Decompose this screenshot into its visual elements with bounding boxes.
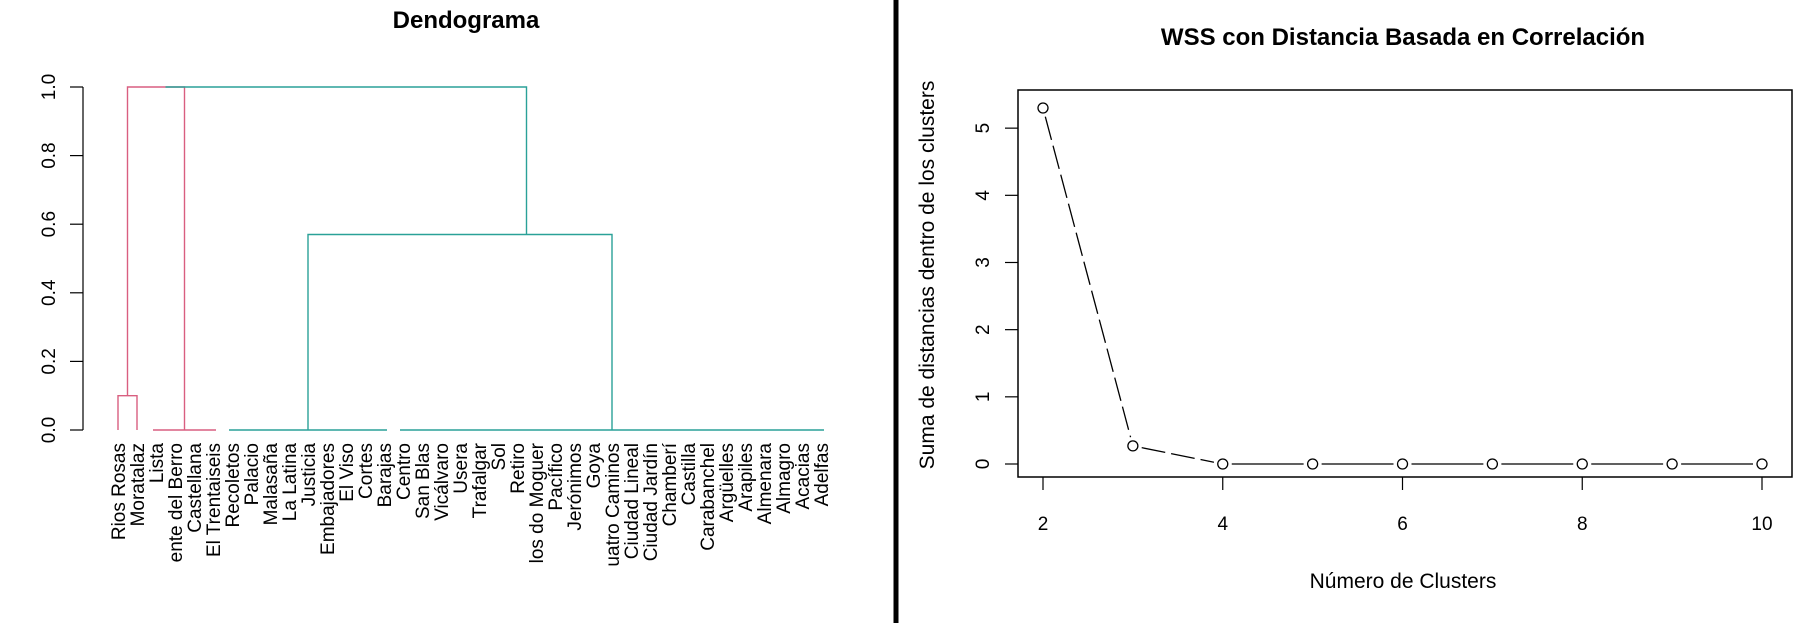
dendrogram-leaf-label: Almenara: [755, 443, 776, 525]
dendrogram-leaf-label: Carabanchel: [698, 443, 719, 551]
dendrogram-leaf-label: Malasaña: [261, 443, 282, 526]
dendrogram-leaf-label: El Viso: [337, 443, 358, 502]
wss-y-tick-label: 1: [973, 392, 994, 403]
dendrogram-y-tick-label: 0.8: [39, 142, 60, 168]
dendrogram-leaf-label: Vicálvaro: [432, 443, 453, 521]
wss-point: [1576, 458, 1588, 470]
wss-panel: WSS con Distancia Basada en Correlación …: [916, 24, 1793, 593]
wss-x-tick-label: 2: [1038, 514, 1049, 535]
dendrogram-leaf-label: Argüelles: [717, 443, 738, 522]
dendrogram-leaf-label: uatro Caminos: [603, 443, 624, 567]
wss-x-tick-label: 6: [1397, 514, 1408, 535]
dendrogram-leaf-label: Moratalaz: [128, 443, 149, 526]
wss-point: [1486, 458, 1499, 470]
wss-point: [1666, 458, 1678, 470]
dendrogram-y-tick-label: 0.0: [39, 417, 60, 443]
dendrogram-branches: [117, 86, 824, 431]
dendrogram-leaf-label: Centro: [394, 443, 415, 500]
dendrogram-leaf-label: Arapiles: [736, 443, 757, 512]
dendrogram-leaf-label: Acacias: [793, 443, 814, 510]
dendrogram-leaf-label: La Latina: [280, 443, 301, 522]
dendrogram-leaf-label: Adelfas: [812, 443, 833, 506]
dendrogram-leaf-label: San Blas: [413, 443, 434, 519]
wss-x-axis: 2 4 6 8 10: [1038, 477, 1773, 535]
dendrogram-leaf-label: Almagro: [774, 443, 795, 514]
wss-point: [1037, 102, 1049, 114]
dendrogram-leaf-label: los do Moguer: [527, 442, 548, 563]
dendrogram-leaf-label: Lista: [147, 443, 168, 484]
wss-line-segment: [1141, 447, 1215, 463]
dendrogram-leaf-label: Sol: [489, 443, 510, 470]
dendrogram-y-tick-label: 0.6: [39, 211, 60, 237]
dendrogram-leaf-label: Trafalgar: [470, 442, 491, 518]
wss-point: [1127, 440, 1139, 452]
wss-plot-box: [1017, 89, 1793, 478]
wss-line-segment: [1044, 116, 1132, 438]
dendrogram-leaf-label: Palacio: [242, 443, 263, 505]
wss-y-axis: 0 1 2 3 4 5: [973, 123, 1018, 469]
dendrogram-panel: Dendograma 0.0 0.2 0.4 0.6 0.8 1.0 Rios Rosas…: [39, 7, 833, 567]
dendrogram-y-tick-label: 0.2: [39, 348, 60, 374]
wss-x-tick-label: 4: [1217, 514, 1228, 535]
wss-y-tick-label: 5: [973, 123, 994, 134]
dendrogram-branch: [126, 86, 186, 430]
dendrogram-title: Dendograma: [393, 7, 540, 34]
dendrogram-leaf-label: Barajas: [375, 443, 396, 507]
wss-point: [1396, 458, 1409, 470]
dendrogram-leaf-label: Usera: [451, 443, 472, 494]
dendrogram-leaf-label: Retiro: [508, 443, 529, 494]
dendrogram-leaf-label: Castellana: [185, 443, 206, 533]
wss-series: [1037, 102, 1768, 470]
wss-x-axis-label: Número de Clusters: [1310, 570, 1497, 593]
dendrogram-y-tick-label: 1.0: [39, 74, 60, 100]
dendrogram-y-tick-label: 0.4: [39, 279, 60, 306]
wss-y-tick-label: 0: [973, 459, 994, 470]
dendrogram-leaf-label: Chamberí: [660, 442, 681, 526]
dendrogram-leaf-label: Pacífico: [546, 443, 567, 511]
wss-point: [1217, 458, 1229, 470]
dendrogram-leaf-label: Goya: [584, 443, 605, 489]
wss-point: [1306, 458, 1319, 470]
dendrogram-leaf-label: ente del Berro: [166, 443, 187, 562]
dendrogram-leaf-label: El Trentaiseis: [204, 443, 225, 557]
wss-x-tick-label: 10: [1751, 514, 1772, 535]
dendrogram-leaf-label: Embajadores: [318, 443, 339, 555]
wss-x-tick-label: 8: [1577, 514, 1588, 535]
dendrogram-y-axis: 0.0 0.2 0.4 0.6 0.8 1.0: [39, 74, 84, 443]
dendrogram-leaf-label: Rios Rosas: [109, 443, 130, 540]
dendrogram-branch: [307, 233, 613, 430]
wss-title: WSS con Distancia Basada en Correlación: [1161, 24, 1645, 51]
wss-y-axis-label: Suma de distancias dentro de los cluster…: [916, 81, 939, 470]
dendrogram-leaf-label: Ciudad Lineal: [622, 443, 643, 559]
dendrogram-leaf-label: Cortes: [356, 443, 377, 499]
wss-y-tick-label: 4: [973, 190, 994, 201]
dendrogram-leaf-label: Recoletos: [223, 443, 244, 528]
dendrogram-leaf-label: Castilla: [679, 443, 700, 506]
wss-y-tick-label: 3: [973, 257, 994, 268]
dendrogram-leaf-label: Justicia: [299, 443, 320, 507]
wss-point: [1756, 458, 1768, 470]
dendrogram-leaf-label: Ciudad Jardín: [641, 443, 662, 561]
wss-y-tick-label: 2: [973, 324, 994, 335]
dendrogram-leaf-label: Jerónimos: [565, 443, 586, 531]
dendrogram-branch: [165, 86, 528, 235]
